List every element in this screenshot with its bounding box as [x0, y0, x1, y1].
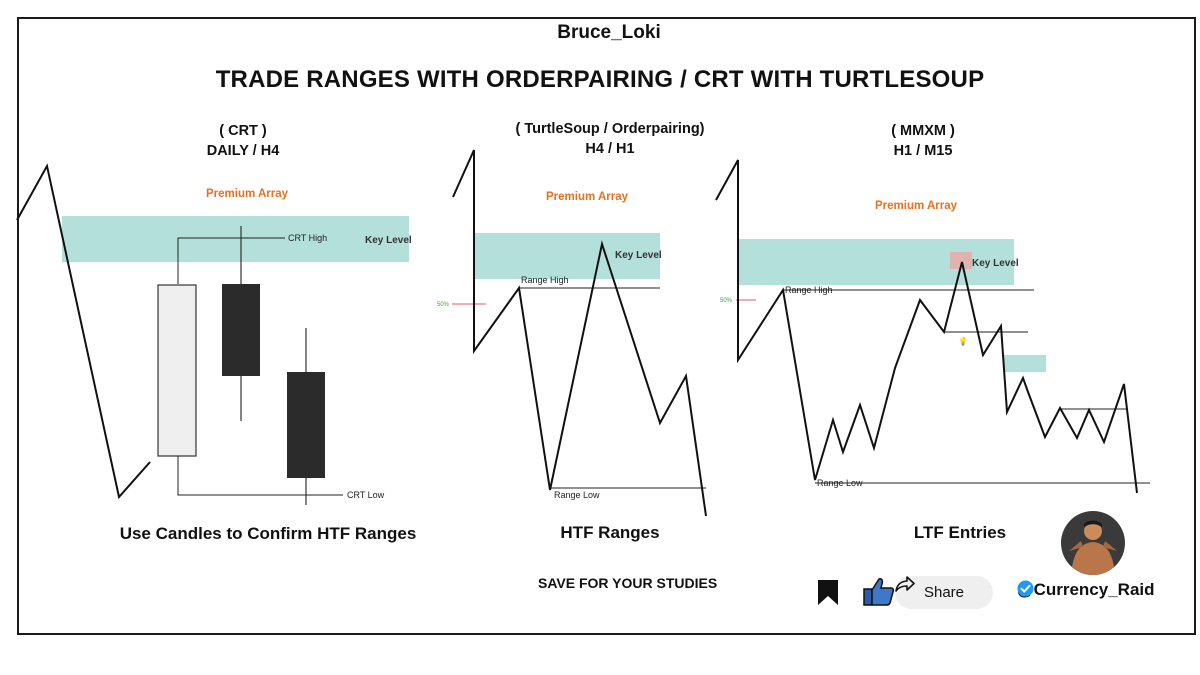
panel-1-price-path: [16, 163, 151, 500]
page-title: TRADE RANGES WITH ORDERPAIRING / CRT WIT…: [215, 66, 985, 93]
panel-3-caption: LTF Entries: [913, 523, 1007, 542]
panel-1-crt-high-label: CRT High: [288, 233, 327, 243]
panel-3-fvg-zone: [1004, 355, 1046, 372]
panel-2-diagram: Premium Array Key Level Range High Range…: [437, 149, 707, 517]
panel-1-key-level-zone: [62, 216, 409, 262]
panel-2-heading-line2: H4 / H1: [585, 141, 635, 157]
save-for-studies-text: SAVE FOR YOUR STUDIES: [538, 575, 718, 591]
panel-2-fifty-label: 50%: [437, 302, 450, 308]
panel-2-price-path: [452, 149, 707, 517]
author-name: Bruce_Loki: [557, 22, 661, 43]
share-label: Share: [923, 584, 965, 601]
panel-2-heading-line1: ( TurtleSoup / Orderpairing): [515, 121, 705, 137]
panel-1-diagram: Premium Array Key Level CRT High CRT Low: [16, 163, 412, 505]
panel-3-entry-highlight: [950, 252, 972, 269]
panel-2-caption: HTF Ranges: [560, 523, 660, 542]
panel-3-range-high-label: Range High: [785, 285, 833, 295]
panel-1-bearish-candle-1: [222, 284, 260, 376]
panel-1-crt-low-line: [177, 456, 343, 496]
thumbs-up-icon[interactable]: [862, 576, 896, 608]
panel-2-range-low-label: Range Low: [554, 490, 600, 500]
panel-1-bullish-candle: [157, 284, 197, 457]
panel-2-key-level-label: Key Level: [615, 250, 662, 261]
avatar[interactable]: [1061, 511, 1125, 575]
panel-3-bulb-icon: 💡: [958, 336, 968, 346]
panel-1-key-level-label: Key Level: [365, 235, 412, 246]
share-arrow-icon: [895, 576, 915, 592]
panel-3-price-path: [715, 159, 1138, 494]
panel-1-premium-array-label: Premium Array: [206, 188, 289, 200]
image-frame: [17, 17, 1196, 635]
panel-3-premium-array-label: Premium Array: [875, 200, 958, 212]
panel-3-diagram: 💡 Premium Array Key Level Range High Ran…: [715, 159, 1150, 494]
panel-3-key-level-label: Key Level: [972, 258, 1019, 269]
social-handle[interactable]: @Currency_Raid: [1017, 580, 1155, 600]
verified-badge-icon: [1017, 580, 1034, 597]
panel-2-key-level-zone: [474, 233, 660, 279]
panel-1-heading-line2: DAILY / H4: [206, 143, 280, 159]
panel-3-range-low-label: Range Low: [817, 478, 863, 488]
panel-1-bearish-candle-2: [287, 372, 325, 478]
panel-1-caption: Use Candles to Confirm HTF Ranges: [119, 524, 417, 543]
panel-3-heading-line2: H1 / M15: [893, 143, 953, 159]
panel-1-heading-line1: ( CRT ): [219, 123, 267, 139]
panel-2-heading: ( TurtleSoup / Orderpairing) H4 / H1: [470, 119, 750, 159]
bookmark-icon[interactable]: [816, 579, 840, 607]
handle-text: @Currency_Raid: [1017, 580, 1155, 599]
panel-3-heading: ( MMXM ) H1 / M15: [848, 121, 998, 161]
panel-1-crt-low-label: CRT Low: [347, 490, 385, 500]
panel-3-fifty-label: 50%: [720, 298, 733, 304]
panel-2-range-high-label: Range High: [521, 275, 569, 285]
share-button[interactable]: Share: [895, 576, 993, 609]
panel-2-premium-array-label: Premium Array: [546, 191, 629, 203]
panel-3-heading-line1: ( MMXM ): [891, 123, 955, 139]
panel-1-heading: ( CRT ) DAILY / H4: [168, 121, 318, 161]
panel-1-crt-high-line: [177, 237, 285, 284]
